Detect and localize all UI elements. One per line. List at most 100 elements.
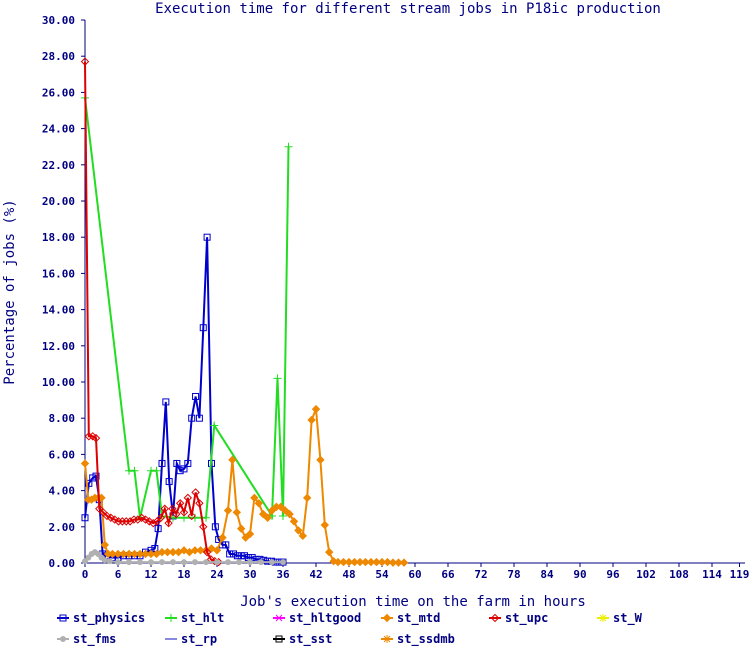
data-point xyxy=(192,559,198,566)
data-point xyxy=(181,559,187,566)
data-point xyxy=(195,414,203,422)
data-point xyxy=(156,513,166,522)
data-point xyxy=(333,557,343,567)
data-point xyxy=(236,524,246,533)
x-tick-label: 18 xyxy=(177,568,190,581)
data-point xyxy=(141,515,150,524)
data-point xyxy=(275,635,283,643)
y-tick-label: 6.00 xyxy=(49,448,76,461)
data-point xyxy=(280,506,290,515)
data-point xyxy=(91,433,101,443)
data-point xyxy=(258,559,264,566)
legend-label: st_rp xyxy=(181,632,217,647)
x-tick-label: 90 xyxy=(573,568,586,581)
legend-item-st_mtd: st_mtd xyxy=(381,611,440,626)
x-tick-label: 24 xyxy=(210,568,224,581)
y-tick-label: 10.00 xyxy=(42,376,75,389)
data-point xyxy=(218,533,227,542)
data-point xyxy=(80,459,90,468)
data-point xyxy=(167,614,175,622)
data-point xyxy=(192,392,200,400)
data-point xyxy=(203,559,209,566)
data-point xyxy=(199,324,207,332)
y-tick-label: 24.00 xyxy=(42,123,75,136)
data-point xyxy=(285,509,294,519)
data-point xyxy=(311,404,321,414)
series-st_upc xyxy=(80,57,223,567)
data-point xyxy=(152,466,161,475)
legend-label: st_sst xyxy=(289,632,332,647)
data-point xyxy=(95,550,102,557)
y-tick-label: 22.00 xyxy=(42,159,75,172)
data-point xyxy=(382,613,392,623)
data-point xyxy=(168,547,178,557)
y-tick-label: 14.00 xyxy=(42,304,75,317)
data-point xyxy=(180,465,188,473)
series-st_fms xyxy=(82,549,286,566)
data-point xyxy=(165,478,173,486)
data-point xyxy=(133,515,143,524)
data-point xyxy=(211,523,219,531)
y-tick-label: 12.00 xyxy=(42,340,75,353)
x-tick-label: 48 xyxy=(342,568,355,581)
data-point xyxy=(124,549,134,559)
x-tick-label: 96 xyxy=(606,568,620,581)
data-point xyxy=(82,558,88,565)
data-point xyxy=(160,504,169,513)
data-point xyxy=(276,502,286,512)
x-axis-label: Job's execution time on the farm in hour… xyxy=(240,594,586,610)
data-point xyxy=(394,558,403,567)
data-point xyxy=(280,559,286,566)
data-point xyxy=(279,511,287,520)
data-point xyxy=(80,57,90,66)
y-tick-label: 2.00 xyxy=(49,521,76,534)
chart-title: Execution time for different stream jobs… xyxy=(155,1,661,17)
data-point xyxy=(366,557,376,567)
data-point xyxy=(168,504,177,513)
axes: 0 6 12 18 24 30 36 42 48 54 60 66 72 78 84 90 96 102 108 11… xyxy=(42,14,750,581)
legend-item-st_sst: st_sst xyxy=(273,632,332,647)
data-point xyxy=(187,511,196,521)
data-point xyxy=(141,549,150,559)
data-point xyxy=(298,531,308,541)
data-point xyxy=(316,455,325,465)
data-point xyxy=(196,546,205,555)
data-point xyxy=(258,509,268,519)
data-point xyxy=(135,549,145,559)
data-point xyxy=(241,552,248,560)
data-point xyxy=(172,509,181,519)
data-point xyxy=(289,517,299,526)
data-point xyxy=(173,459,181,467)
data-point xyxy=(146,549,156,559)
data-point xyxy=(203,233,211,241)
data-point xyxy=(84,432,94,441)
y-tick-label: 8.00 xyxy=(49,412,76,425)
series-st_hlt xyxy=(81,93,293,522)
data-point xyxy=(81,514,89,522)
data-point xyxy=(179,508,189,517)
legend-label: st_W xyxy=(613,611,643,626)
data-point xyxy=(164,518,173,528)
data-point xyxy=(202,513,210,522)
legend-item-st_hltgood: st_hltgood xyxy=(273,611,361,626)
x-tick-label: 72 xyxy=(474,568,487,581)
x-tick-label: 84 xyxy=(540,568,554,581)
data-point xyxy=(115,559,121,566)
data-point xyxy=(236,559,242,566)
data-point xyxy=(129,515,139,524)
data-point xyxy=(273,374,282,383)
data-point xyxy=(361,557,370,567)
legend-item-st_hlt: st_hlt xyxy=(165,611,224,626)
legend-item-st_physics: st_physics xyxy=(57,611,145,626)
data-point xyxy=(154,525,162,533)
data-point xyxy=(158,459,166,467)
data-point xyxy=(159,559,165,566)
data-point xyxy=(355,557,365,567)
data-point xyxy=(302,493,312,503)
series-st_mtd xyxy=(80,404,409,567)
data-point xyxy=(125,517,135,526)
x-tick-label: 114 xyxy=(702,568,722,581)
data-point xyxy=(269,559,275,566)
x-tick-label: 108 xyxy=(669,568,689,581)
